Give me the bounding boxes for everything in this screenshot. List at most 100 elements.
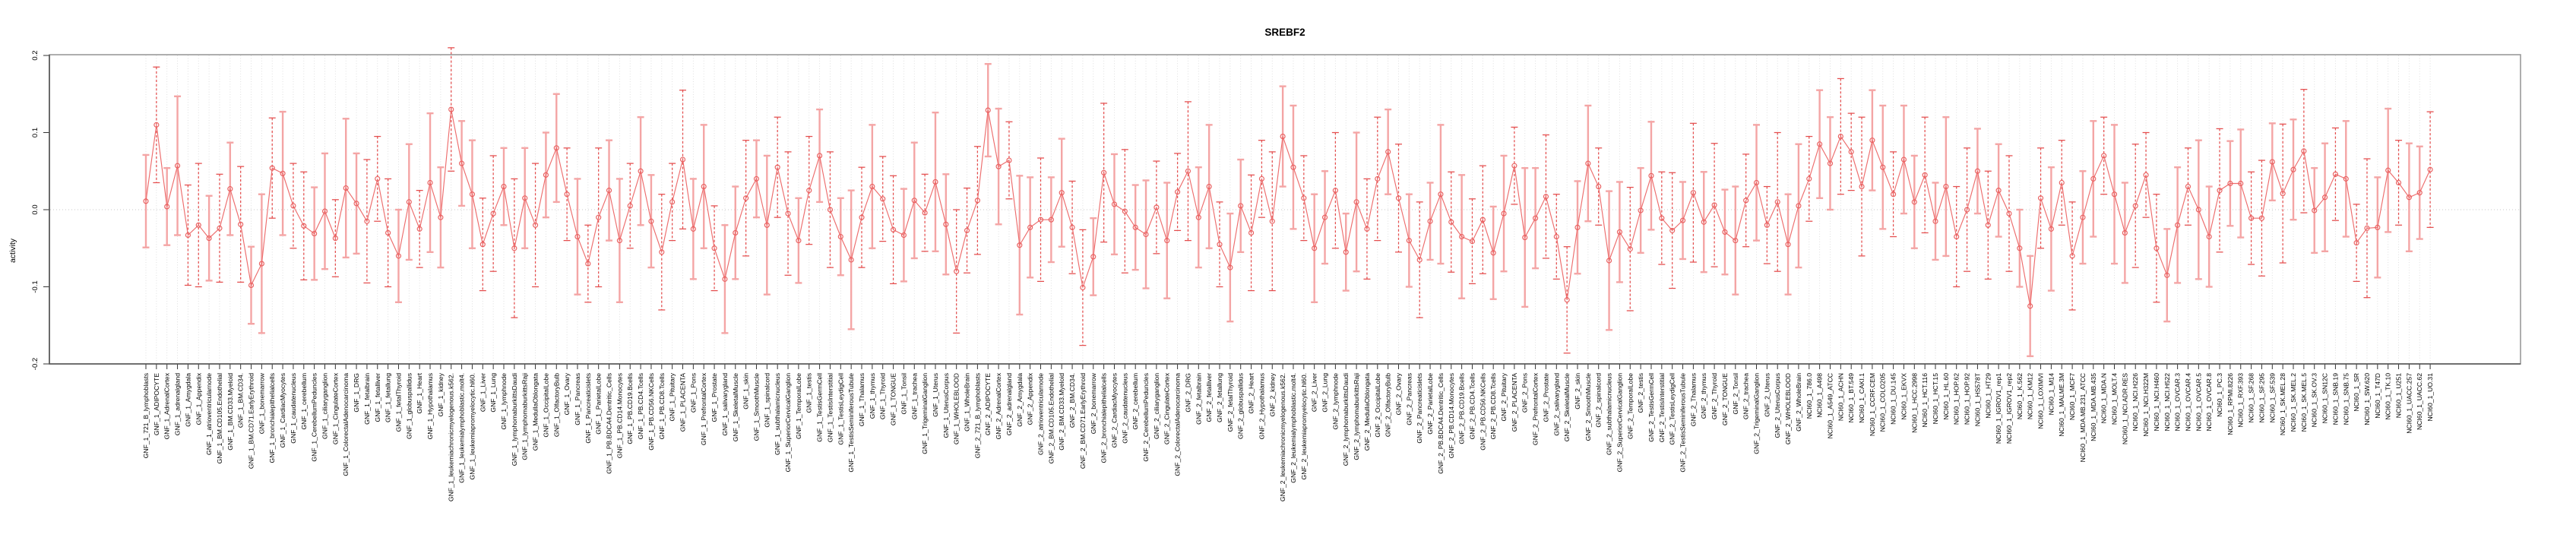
data-point xyxy=(679,157,686,163)
x-tick-label: GNF_1_721_B_lymphoblasts xyxy=(142,373,150,458)
data-point xyxy=(2069,253,2075,259)
data-point xyxy=(479,242,486,248)
x-tick-label: GNF_1_atrioventricularnode xyxy=(205,373,213,455)
x-tick-label: GNF_1_UterusCorpus xyxy=(942,373,950,438)
x-tick-label: NCI60_1_NCI.H522 xyxy=(2163,373,2171,432)
data-point xyxy=(2258,215,2265,221)
data-point xyxy=(1206,183,1212,190)
data-point xyxy=(353,201,359,207)
data-point xyxy=(321,208,328,214)
x-tick-label: GNF_2_atrioventricularnode xyxy=(1037,373,1045,455)
data-point xyxy=(1891,191,1897,198)
x-tick-label: GNF_1_Pancreaticislets xyxy=(584,373,592,444)
data-point xyxy=(1438,191,1444,198)
x-tick-label: NCI60_1_HL.60 xyxy=(1942,373,1950,420)
error-bar xyxy=(858,166,866,268)
data-point xyxy=(1375,175,1381,182)
data-point xyxy=(1880,164,1886,170)
error-bar xyxy=(216,173,223,283)
data-point xyxy=(1111,201,1118,207)
data-point xyxy=(880,196,886,202)
data-point xyxy=(1711,202,1717,208)
data-point xyxy=(143,198,149,204)
error-bar xyxy=(1669,172,1676,289)
x-tick-label: GNF_2_TONGUE xyxy=(1721,373,1729,425)
error-bar xyxy=(268,117,276,219)
x-tick-label: GNF_2_PB.CD19.Bcells xyxy=(1458,373,1466,444)
data-point xyxy=(343,185,349,191)
x-tick-label: GNF_2_fetalbrain xyxy=(1195,373,1202,425)
x-tick-label: GNF_1_SkeletalMuscle xyxy=(732,373,739,441)
error-bar xyxy=(2258,160,2265,277)
x-tick-label: GNF_2_DRG xyxy=(1184,373,1191,413)
error-bar xyxy=(2331,127,2339,221)
x-tick-label: GNF_1_BM.CD105.Endothelial xyxy=(216,373,223,464)
data-point xyxy=(1343,249,1349,255)
grid-layer xyxy=(50,55,2520,363)
data-point xyxy=(1027,224,1033,230)
x-tick-label: NCI60_1_SK.MEL.28 xyxy=(2279,373,2286,435)
x-tick-label: NCI60_1_U251 xyxy=(2395,373,2403,418)
x-tick-label: GNF_2_Pituitary xyxy=(1500,372,1508,421)
error-bar xyxy=(964,187,971,274)
data-point xyxy=(722,276,728,282)
x-tick-label: GNF_2_CingulateCortex xyxy=(1163,372,1171,444)
x-tick-label: GNF_1_subthalamicnucleus xyxy=(774,373,781,455)
data-point xyxy=(964,227,970,233)
y-tick-label: 0.1 xyxy=(31,128,40,138)
data-point xyxy=(574,233,581,240)
error-bar xyxy=(2153,194,2160,303)
x-tick-label: GNF_1_ColorectalAdenocarcinoma xyxy=(342,373,350,476)
data-point xyxy=(2048,226,2054,232)
data-point xyxy=(1321,214,1328,220)
x-tick-label: GNF_1_adrenalgland xyxy=(174,373,182,435)
data-point xyxy=(2406,194,2412,201)
data-point xyxy=(1543,194,1549,200)
data-point xyxy=(1533,215,1539,221)
x-tick-label: GNF_1_TestisSeminiferousTubule xyxy=(847,373,855,473)
x-tick-label: GNF_2_PB.CD8.Tcells xyxy=(1489,373,1497,439)
data-point xyxy=(174,163,181,169)
error-bar xyxy=(184,184,191,286)
error-bar xyxy=(1079,229,1087,346)
data-point xyxy=(1900,157,1907,163)
x-tick-label: NCI60_1_HOP.62 xyxy=(1953,373,1960,425)
data-point xyxy=(2321,194,2328,201)
x-tick-label: NCI60_1_HCC.2998 xyxy=(1910,373,1918,433)
x-tick-label: GNF_1_spinalcord xyxy=(763,373,771,428)
data-point xyxy=(1312,245,1318,251)
x-tick-label: GNF_1_Uterus xyxy=(932,373,939,417)
data-point xyxy=(1585,160,1591,166)
x-tick-label: GNF_2_PLACENTA xyxy=(1511,373,1518,432)
x-tick-label: GNF_2_Thalamus xyxy=(1689,373,1697,426)
x-tick-label: NCI60_1_NCI.H460 xyxy=(2153,373,2160,432)
x-tick-label: GNF_2_fetallung xyxy=(1216,373,1223,422)
series-line xyxy=(145,109,2431,307)
data-point xyxy=(2290,166,2296,172)
x-tick-label: NCI60_1_SF.268 xyxy=(2248,373,2255,423)
data-point xyxy=(2132,203,2138,209)
x-tick-label: GNF_1_Lung xyxy=(489,373,497,413)
x-tick-label: NCI60_1_UACC.257 xyxy=(2405,373,2413,434)
data-point xyxy=(2248,215,2255,221)
data-point xyxy=(364,218,370,224)
error-bar xyxy=(826,151,834,268)
data-point xyxy=(954,268,960,274)
data-point xyxy=(2122,229,2128,236)
data-point xyxy=(733,229,739,236)
data-point xyxy=(2101,153,2107,159)
error-bar xyxy=(890,175,897,285)
data-point xyxy=(2332,171,2338,177)
x-tick-label: NCI60_1_CAKI.1 xyxy=(1858,373,1866,423)
x-tick-label: NCI60_1_RPMI.8226 xyxy=(2226,373,2234,435)
x-tick-label: GNF_2_bonemarrow xyxy=(1090,372,1097,434)
x-tick-label: NCI60_1_TK.10 xyxy=(2385,373,2392,420)
data-point xyxy=(238,221,244,227)
x-tick-label: GNF_1_WholeBrain xyxy=(964,373,971,432)
x-tick-label: NCI60_1_LOXIMVI xyxy=(2037,373,2045,429)
data-point xyxy=(1132,224,1138,230)
data-point xyxy=(1006,157,1012,163)
data-point xyxy=(1406,238,1412,244)
error-bar xyxy=(2068,201,2076,311)
data-point xyxy=(1017,242,1023,248)
